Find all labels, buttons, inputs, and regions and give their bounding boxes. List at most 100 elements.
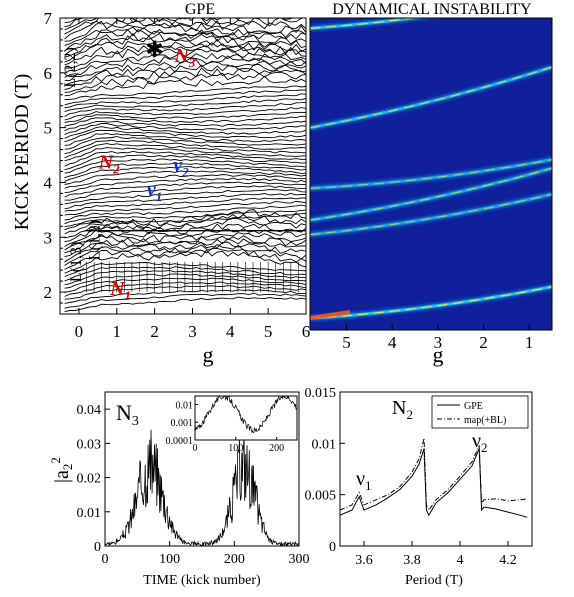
waterfall-curve [64,209,306,231]
waterfall-curve [64,75,306,97]
x-tick-label: 4 [457,553,464,568]
annotation-n2: N2 [98,152,120,177]
panel-b-axes: 5 4 3 2 1 [342,324,533,352]
annotation-nu1: ν1 [147,179,162,204]
panel-d-label-nu1: ν1 [356,468,372,493]
waterfall-curve [64,20,306,42]
x-tick-label: 4 [226,322,235,341]
waterfall-curve [64,174,306,189]
waterfall-curve [64,55,306,78]
annotation-l13: L(1,3) [68,242,85,282]
waterfall-curve [64,122,306,135]
x-tick-label: 3 [188,322,197,341]
y-tick-label: 5 [44,119,53,138]
inset-axes: 0 100 200 0.0001 0.001 0.01 [166,400,285,454]
waterfall-curve [64,227,306,247]
band-core [310,159,552,189]
waterfall-curve [64,289,306,304]
waterfall-curve [64,58,306,81]
band-hotspot [310,310,351,320]
waterfall-curve [64,101,306,117]
waterfall-curve [64,129,306,143]
waterfall-curve [64,281,306,297]
panel-d-frame [339,391,533,547]
x-tick-label: 4.2 [499,553,517,568]
waterfall-curve [64,120,306,132]
panel-c-frame [104,391,300,547]
y-tick-label: 4 [44,173,53,192]
panel-d-label-nu2: ν2 [472,430,488,455]
series-a2 [105,429,299,546]
band [310,65,552,130]
inset-y-tick-label: 0.0001 [166,436,194,447]
inset-series [195,396,297,434]
band-core [310,167,552,221]
waterfall-curve [64,200,306,216]
waterfall-curve [64,143,306,159]
panel-a-xlabel: g [203,342,214,367]
x-tick-label: 0 [102,552,109,567]
x-tick-label: 5 [264,322,273,341]
waterfall-curve [64,162,306,179]
panel-d-legend: GPE map(+BL) [431,395,529,429]
waterfall-curve [64,154,306,171]
waterfall-curve [64,97,306,113]
x-tick-label: 100 [159,552,180,567]
annotation-l22: L(2,2) [62,47,79,87]
waterfall-curve [64,150,306,167]
x-tick-label: 300 [289,552,310,567]
waterfall-curve [64,269,306,286]
instability-bands [310,18,552,322]
waterfall-curve [64,63,306,86]
x-tick-label: 2 [150,322,159,341]
y-tick-label: 6 [44,64,53,83]
waterfall-curve [64,177,306,194]
y-tick-label: 0.005 [305,489,337,504]
y-tick-label: 0.02 [77,472,102,487]
band [310,18,425,30]
waterfall-curve [64,266,306,282]
waterfall-curve [64,40,306,63]
annotation-star: ✱ [145,36,163,61]
panel-c-axes: 0 100 200 300 0 0.01 0.02 0.03 0.04 [77,403,310,567]
waterfall-curve [64,243,306,266]
panel-a-ylabel: KICK PERIOD (T) [11,74,33,231]
x-tick-label: 3.6 [355,553,373,568]
x-tick-label: 200 [224,552,245,567]
waterfall-curve [64,181,306,198]
waterfall-curve [64,26,306,46]
x-tick-label: 1 [525,333,534,352]
waterfall-curve [64,19,306,40]
waterfall-curve [64,232,306,251]
x-tick-label: 1 [113,322,122,341]
waterfall-curve [64,209,306,225]
inset-y-tick-label: 0.001 [171,418,194,429]
waterfall-curve [64,213,306,228]
waterfall-curve [64,107,306,121]
series-map-bl [340,438,528,512]
waterfall-curve [64,296,306,313]
y-tick-label: 0 [329,540,336,555]
annotation-n3: N3 [173,45,195,70]
inset-x-tick-label: 0 [193,443,198,454]
panel-c-label-n3: N3 [116,400,139,429]
panel-c-xlabel: TIME (kick number) [143,573,261,588]
band-core [310,193,552,236]
waterfall-curves [64,18,306,313]
y-tick-label: 0.01 [312,437,337,452]
panel-c-series [105,429,299,546]
waterfall-curve [64,32,306,56]
y-tick-label: 7 [44,9,53,28]
waterfall-curve [64,170,306,185]
y-tick-label: 0.03 [77,437,102,452]
waterfall-curve [64,247,306,270]
waterfall-curve [64,185,306,201]
panel-a-title: GPE [185,1,215,18]
waterfall-curve [64,192,306,210]
annotation-n1: N1 [109,278,131,303]
y-tick-label: 0 [94,540,101,555]
annotation-nu2: ν2 [173,154,189,179]
panel-b-background [310,18,552,330]
annotation-l12: L(1,2) [87,220,104,260]
